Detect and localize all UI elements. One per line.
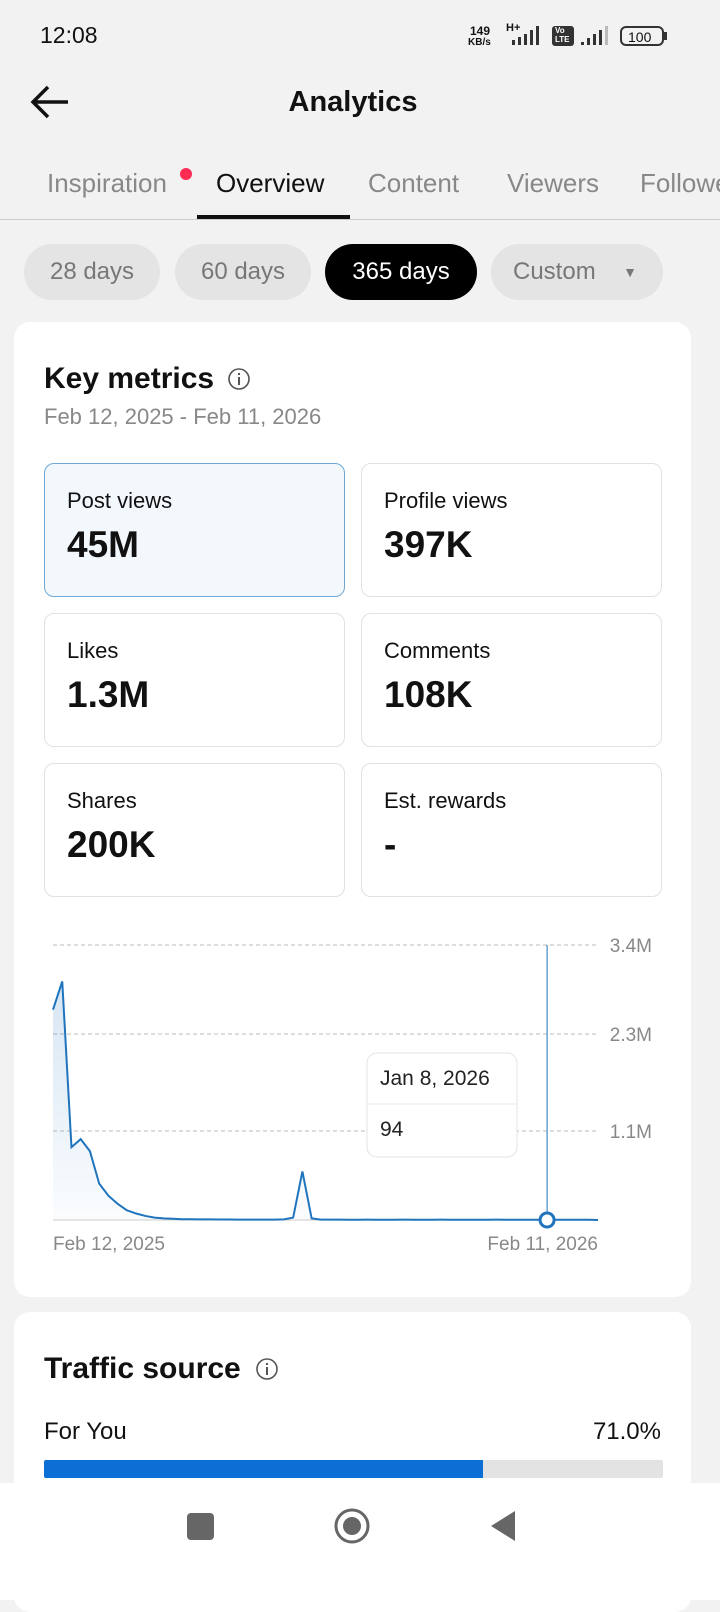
tab[interactable]: Overview bbox=[216, 168, 325, 198]
recents-button[interactable] bbox=[187, 1513, 214, 1540]
metric-card[interactable]: Shares 200K bbox=[44, 763, 345, 897]
chart: 1.1M 2.3M 3.4M Feb 12, 2025 Feb 11, 2026 Jan … bbox=[52, 936, 652, 1255]
metric-value: 397K bbox=[384, 524, 473, 565]
source-percent: 71.0% bbox=[592, 1418, 661, 1445]
metric-card[interactable]: Post views 45M bbox=[44, 463, 345, 597]
net-speed: 149 bbox=[470, 24, 491, 38]
net-speed-unit: KB/s bbox=[468, 37, 491, 48]
nav-buttons bbox=[187, 1508, 515, 1544]
metric-value: 200K bbox=[67, 824, 156, 865]
metric-card[interactable]: Est. rewards - bbox=[361, 763, 662, 897]
tab[interactable]: Content bbox=[368, 168, 460, 198]
section-title: Traffic source bbox=[44, 1352, 241, 1385]
dropdown-caret: ▼ bbox=[623, 264, 637, 280]
metric-value: 45M bbox=[67, 524, 139, 565]
notification-dot bbox=[180, 168, 192, 180]
battery-level: 100 bbox=[628, 29, 652, 45]
date-range: Feb 12, 2025 - Feb 11, 2026 bbox=[44, 404, 322, 429]
back-nav-button[interactable] bbox=[491, 1511, 515, 1541]
metric-label: Post views bbox=[67, 488, 173, 513]
tooltip-marker bbox=[538, 1211, 556, 1229]
tab[interactable]: Inspiration bbox=[47, 168, 167, 198]
tooltip-date: Jan 8, 2026 bbox=[380, 1067, 490, 1090]
metric-label: Comments bbox=[384, 638, 491, 663]
metric-value: - bbox=[384, 824, 397, 865]
volte-label: Vo bbox=[555, 26, 565, 35]
section-title: Key metrics bbox=[44, 362, 215, 395]
y-tick-label: 2.3M bbox=[610, 1025, 652, 1046]
page-title: Analytics bbox=[288, 86, 418, 118]
metric-label: Est. rewards bbox=[384, 788, 507, 813]
metric-value: 1.3M bbox=[67, 674, 150, 715]
line-series bbox=[52, 981, 599, 1221]
range-pill[interactable]: 365 days bbox=[325, 244, 477, 300]
status-icons bbox=[512, 26, 667, 46]
metric-label: Likes bbox=[67, 638, 119, 663]
metric-label: Shares bbox=[67, 788, 137, 813]
lte-label: LTE bbox=[555, 35, 570, 44]
metric-value: 108K bbox=[384, 674, 473, 715]
network-type: H+ bbox=[506, 22, 521, 34]
clock: 12:08 bbox=[40, 22, 98, 48]
tab[interactable]: Followers bbox=[640, 168, 720, 198]
metric-label: Profile views bbox=[384, 488, 508, 513]
metric-card[interactable]: Profile views 397K bbox=[361, 463, 662, 597]
tab[interactable]: Viewers bbox=[507, 168, 600, 198]
range-pill[interactable]: 60 days bbox=[175, 244, 311, 300]
progress-track bbox=[44, 1460, 663, 1478]
x-tick-label: Feb 12, 2025 bbox=[53, 1234, 165, 1255]
tab-indicator bbox=[197, 215, 350, 219]
y-tick-label: 1.1M bbox=[610, 1122, 652, 1143]
range-pill[interactable]: 28 days bbox=[24, 244, 160, 300]
range-pill[interactable]: Custom ▼ bbox=[491, 244, 663, 300]
back-button[interactable] bbox=[30, 84, 72, 120]
metric-card[interactable]: Comments 108K bbox=[361, 613, 662, 747]
home-button[interactable] bbox=[334, 1508, 370, 1544]
source-name: For You bbox=[44, 1418, 127, 1445]
home-button-core bbox=[343, 1517, 361, 1535]
tooltip-value: 94 bbox=[380, 1118, 404, 1141]
y-tick-label: 3.4M bbox=[610, 936, 652, 957]
x-tick-label: Feb 11, 2026 bbox=[487, 1234, 598, 1255]
info-icon[interactable] bbox=[227, 367, 251, 391]
info-icon[interactable] bbox=[255, 1357, 279, 1381]
metric-card[interactable]: Likes 1.3M bbox=[44, 613, 345, 747]
tab-divider bbox=[0, 219, 720, 220]
progress-bar bbox=[44, 1460, 484, 1478]
tooltip-box bbox=[366, 1052, 518, 1158]
